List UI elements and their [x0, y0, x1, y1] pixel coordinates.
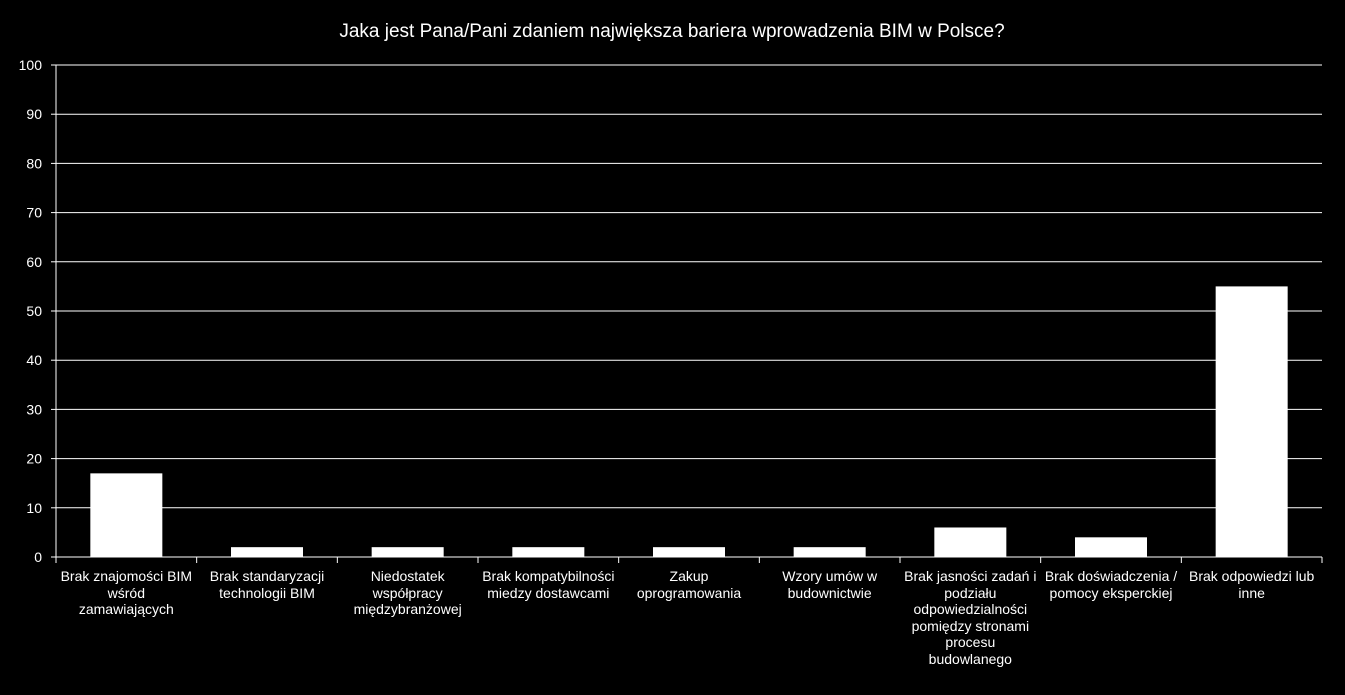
y-tick-label: 30: [26, 401, 42, 417]
x-tick-label: Brak kompatybilności miedzy dostawcami: [482, 568, 615, 601]
bar: [512, 547, 585, 557]
x-tick-label: Wzory umów w budownictwie: [782, 568, 878, 601]
bar: [90, 473, 163, 557]
y-tick-label: 60: [26, 254, 42, 270]
bars: [55, 286, 1323, 563]
bar: [231, 547, 303, 557]
y-tick-label: 70: [26, 205, 42, 221]
bar: [1075, 537, 1147, 557]
y-tick-label: 100: [19, 57, 43, 73]
x-tick-label: Brak odpowiedzi lub inne: [1189, 568, 1315, 601]
y-tick-label: 10: [26, 500, 42, 516]
x-tick-label: Niedostatek współpracy międzybranżowej: [353, 568, 462, 617]
bar: [653, 547, 725, 557]
bar: [1215, 286, 1288, 557]
bar: [371, 547, 444, 557]
y-tick-label: 20: [26, 451, 42, 467]
y-axis: 0 10 20 30 40 50 60 70 80 90 100: [19, 57, 57, 565]
x-tick-label: Zakup oprogramowania: [636, 568, 742, 601]
y-tick-label: 90: [26, 106, 42, 122]
bar: [793, 547, 866, 557]
y-tick-label: 40: [26, 352, 42, 368]
chart-title: Jaka jest Pana/Pani zdaniem największa b…: [339, 21, 1004, 42]
x-tick-label: Brak standaryzacji technologii BIM: [209, 568, 325, 601]
x-tick-label: Brak znajomości BIM wśród zamawiających: [60, 568, 193, 617]
x-tick-label: Brak doświadczenia / pomocy eksperckiej: [1044, 568, 1178, 601]
y-tick-label: 0: [34, 549, 42, 565]
y-tick-label: 80: [26, 155, 42, 171]
x-tick-label: Brak jasności zadań i podziału odpowiedz…: [904, 568, 1037, 667]
bar: [934, 527, 1007, 557]
gridlines: [56, 64, 1322, 509]
y-tick-label: 50: [26, 303, 42, 319]
